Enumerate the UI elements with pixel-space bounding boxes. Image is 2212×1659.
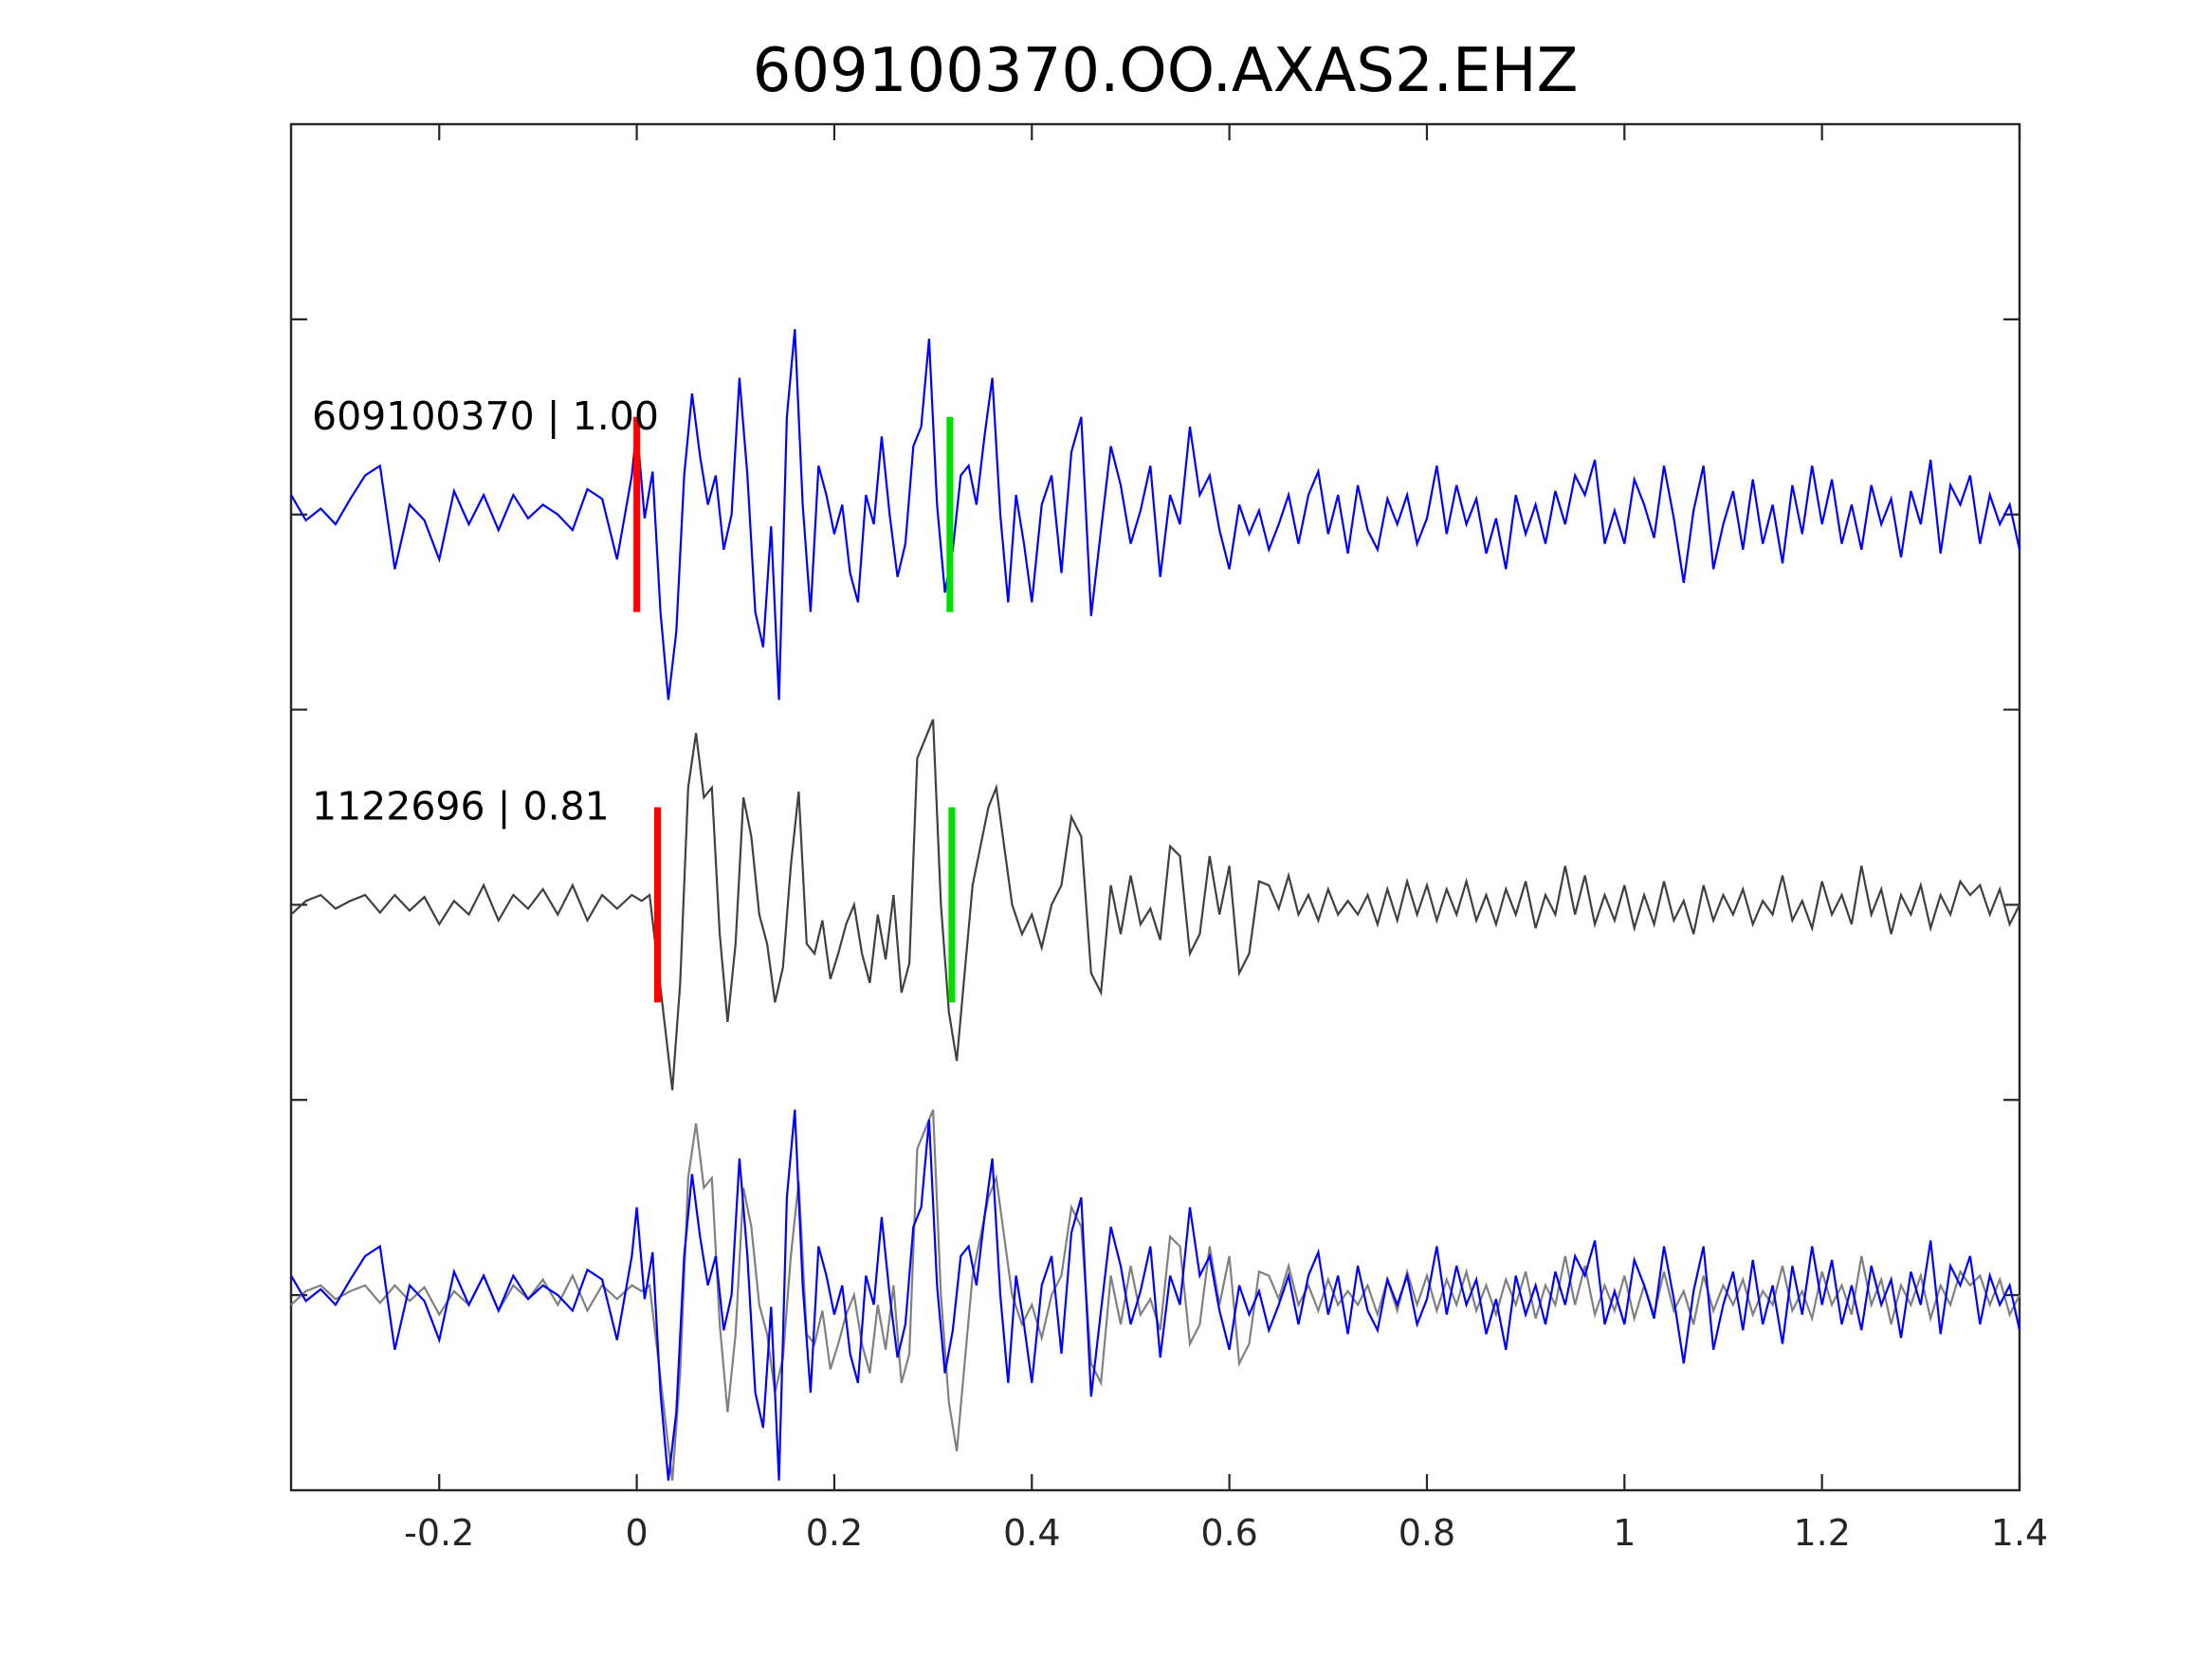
waveform-trace-1 xyxy=(290,329,2021,701)
chart-title: 609100370.OO.AXAS2.EHZ xyxy=(753,36,1579,106)
plot-area: -0.2 0 0.2 0.4 0.6 0.8 1 1.2 1.4 609100370 | 1.00… xyxy=(289,122,2048,1554)
axes-frame xyxy=(289,122,2021,1492)
trace-label-1: 609100370 | 1.00 xyxy=(312,393,659,439)
overlay-detection-trace xyxy=(290,1109,2021,1481)
trace-label-2: 1122696 | 0.81 xyxy=(312,784,610,830)
x-tick-label: 0.4 xyxy=(1003,1512,1060,1554)
x-tick-label: 1.2 xyxy=(1793,1512,1850,1554)
x-tick-label: 0 xyxy=(626,1512,649,1554)
overlay-template-trace xyxy=(290,1109,2020,1481)
x-tick-label: 1 xyxy=(1613,1512,1636,1554)
x-tick-label: 0.6 xyxy=(1200,1512,1257,1554)
x-tick-label: 0.2 xyxy=(806,1512,863,1554)
waveform-trace-2 xyxy=(290,719,2020,1091)
x-tick-label: -0.2 xyxy=(404,1512,474,1554)
x-tick-label: 0.8 xyxy=(1398,1512,1455,1554)
x-tick-label: 1.4 xyxy=(1991,1512,2048,1554)
